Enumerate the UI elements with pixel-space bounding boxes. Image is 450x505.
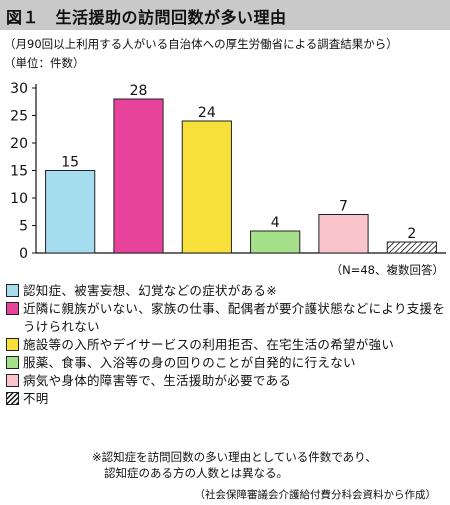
y-tick-label: 30	[10, 81, 28, 97]
legend-item-self-care: 服薬、食事、入浴等の身の回りのことが自発的に行えない	[4, 354, 448, 372]
legend: 認知症、被害妄想、幻覚などの症状がある※ 近隣に親族がいない、家族の仕事、配偶者…	[4, 282, 448, 408]
legend-label: 近隣に親族がいない、家族の仕事、配偶者が要介護状態などにより支援をうけられない	[23, 301, 446, 334]
bar-value-label: 15	[61, 155, 79, 171]
y-tick-label: 20	[10, 136, 28, 152]
bar-value-label: 4	[271, 215, 280, 231]
legend-label: 病気や身体的障害等で、生活援助が必要である	[23, 373, 292, 388]
y-tick-label: 15	[10, 164, 28, 180]
legend-swatch	[6, 302, 19, 315]
bar	[250, 230, 301, 254]
footnote-line: ※認知症を訪問回数の多い理由としている件数であり、	[92, 450, 377, 464]
legend-swatch	[6, 284, 19, 297]
y-tick-label: 25	[10, 109, 28, 125]
sample-size-note: （N=48、複数回答）	[330, 263, 444, 277]
bar-value-label: 2	[407, 226, 416, 242]
bar	[318, 214, 369, 254]
bar-value-label: 7	[339, 199, 348, 215]
legend-swatch	[6, 338, 19, 351]
title-banner: 図１ 生活援助の訪問回数が多い理由	[0, 0, 450, 30]
bar-value-label: 24	[198, 105, 216, 121]
chart-bars: 15 28 24 4 7 2	[45, 83, 437, 254]
y-tick-label: 10	[10, 191, 28, 207]
source-note: （社会保障審議会介護給付費分科会資料から作成）	[194, 489, 437, 501]
legend-item-refusal: 施設等の入所やデイサービスの利用拒否、在宅生活の希望が強い	[4, 336, 448, 354]
legend-item-illness: 病気や身体的障害等で、生活援助が必要である	[4, 372, 448, 390]
legend-label: 施設等の入所やデイサービスの利用拒否、在宅生活の希望が強い	[23, 337, 395, 352]
bar	[113, 98, 164, 254]
bar-chart: 0 5 10 15 20 25 30 15 28 24 4 7 2	[10, 81, 446, 262]
legend-swatch	[6, 392, 19, 405]
bar	[386, 241, 437, 254]
y-tick-label: 5	[19, 219, 28, 235]
legend-label: 認知症、被害妄想、幻覚などの症状がある※	[23, 283, 277, 298]
footnote-line: 認知症のある方の人数とは異なる。	[104, 466, 288, 480]
chart-subtitle: （月90回以上利用する人がいる自治体への厚生労働省による調査結果から）	[4, 37, 398, 51]
footnote: ※認知症を訪問回数の多い理由としている件数であり、 認知症のある方の人数とは異な…	[92, 449, 377, 481]
bar-value-label: 28	[130, 83, 148, 99]
legend-swatch	[6, 356, 19, 369]
legend-label: 服薬、食事、入浴等の身の回りのことが自発的に行えない	[23, 355, 356, 370]
legend-swatch	[6, 374, 19, 387]
y-tick-label: 0	[19, 246, 28, 262]
legend-item-no-family: 近隣に親族がいない、家族の仕事、配偶者が要介護状態などにより支援をうけられない	[4, 300, 448, 336]
legend-item-unknown: 不明	[4, 390, 448, 408]
legend-label: 不明	[23, 391, 49, 406]
bar	[181, 120, 232, 254]
chart-axes: 0 5 10 15 20 25 30	[10, 81, 446, 262]
chart-title: 図１ 生活援助の訪問回数が多い理由	[6, 8, 287, 27]
bar	[45, 170, 96, 254]
unit-label: （単位：件数）	[4, 56, 85, 70]
legend-item-dementia: 認知症、被害妄想、幻覚などの症状がある※	[4, 282, 448, 300]
